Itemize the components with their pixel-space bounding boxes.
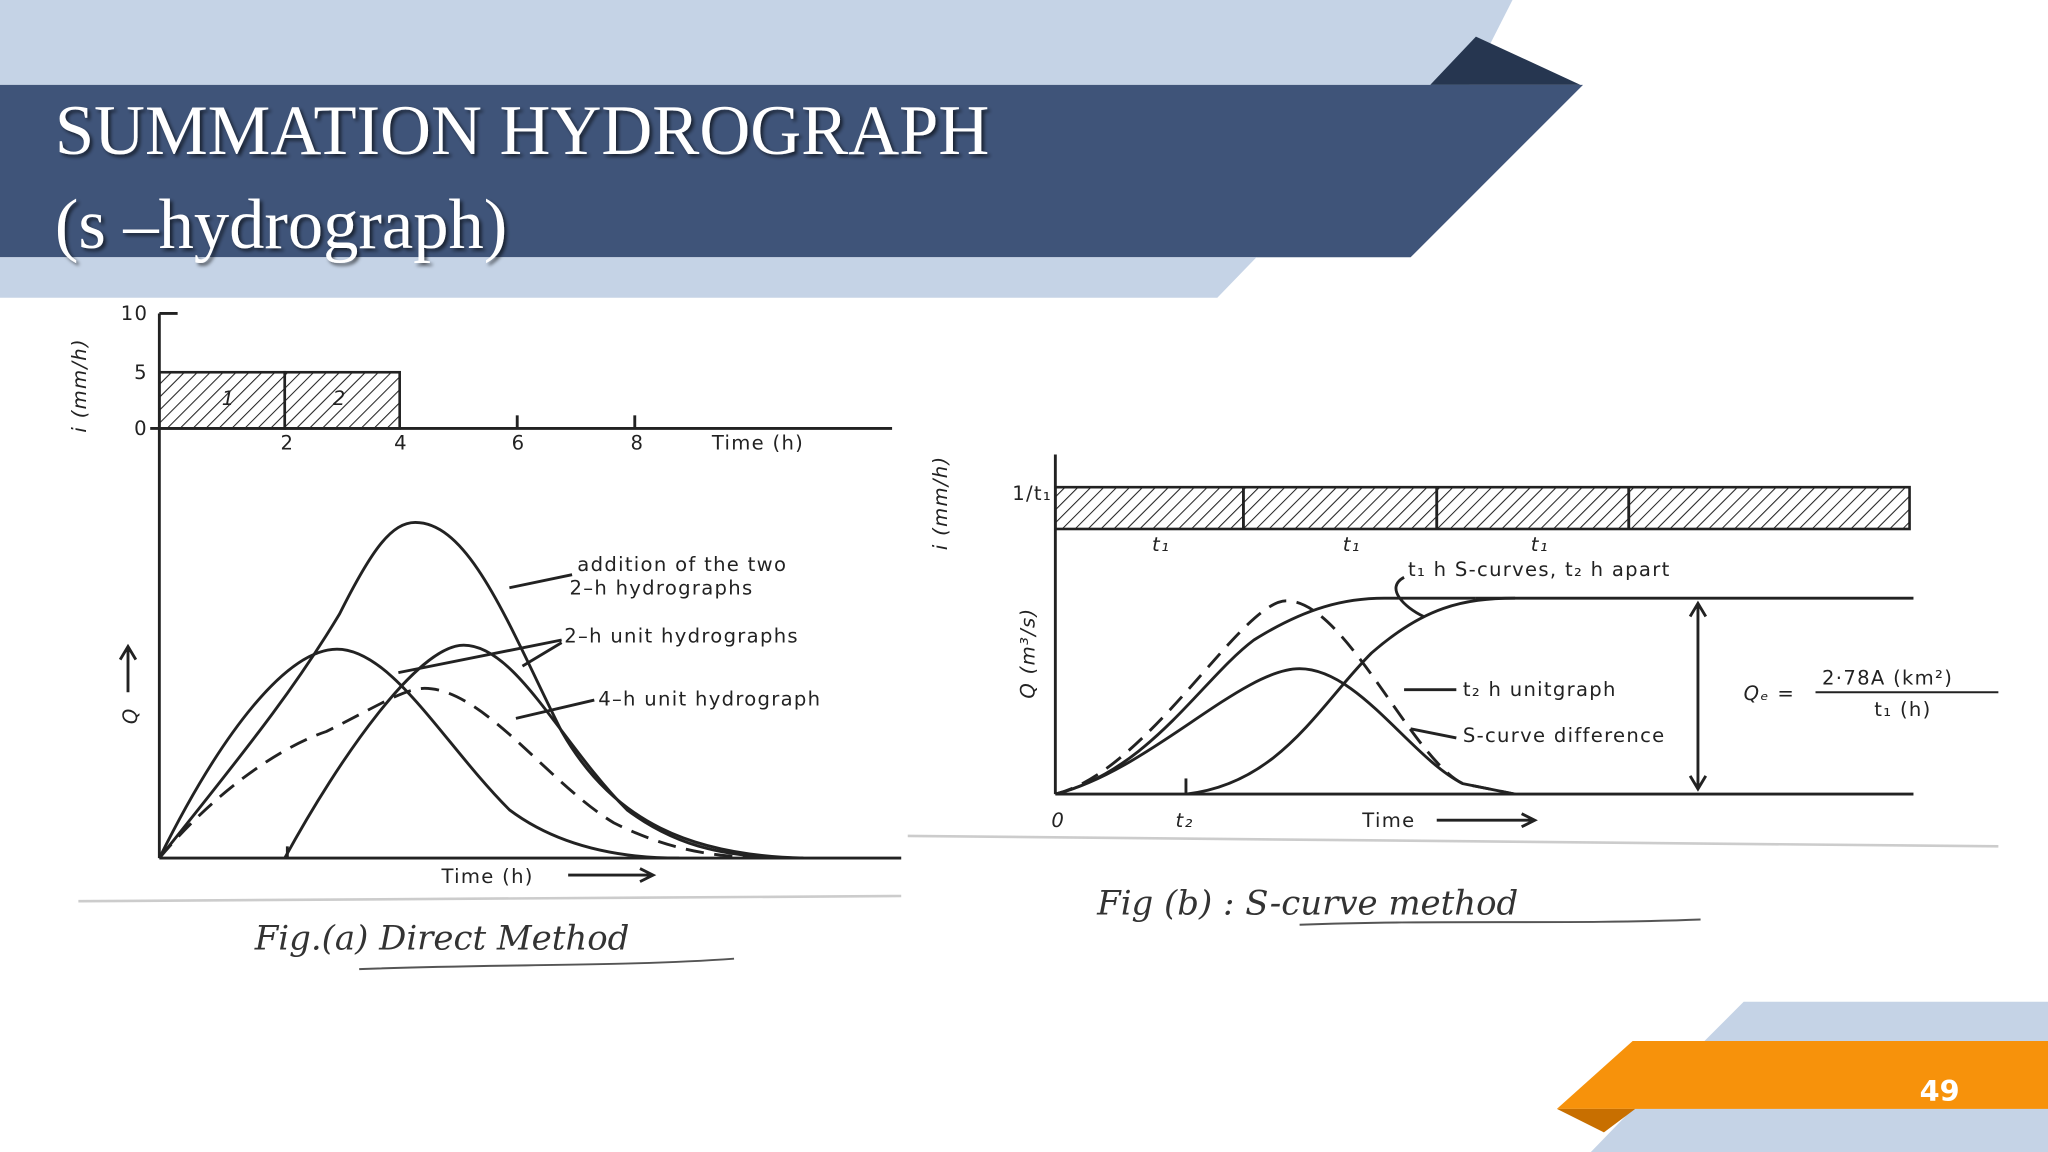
formula: 2·78A (km²): [1822, 666, 1953, 689]
tick-label: 2: [280, 431, 294, 454]
axis-label: Q: [119, 707, 142, 724]
curve: [283, 643, 804, 860]
curve: [158, 686, 784, 860]
axis-label: Time (h): [711, 431, 804, 454]
figure-b: 1/t₁ t₁ t₁ t₁ i (mm/h) Q (m³/s) t₁ h S-c…: [907, 454, 1999, 926]
arrow: [118, 643, 138, 693]
underline: [359, 957, 735, 971]
duration-label: t₁: [1152, 533, 1170, 556]
curve: [158, 647, 680, 860]
axis-label: Time: [1361, 809, 1415, 832]
tick-label: 8: [631, 431, 645, 454]
annotation: 2–h hydrographs: [569, 576, 753, 599]
tick-label: 1/t₁: [1012, 482, 1052, 505]
tick-label: t₂: [1176, 809, 1194, 832]
footer-accent: [1556, 1108, 1636, 1133]
scan-edge: [907, 834, 1999, 848]
formula: t₁ (h): [1874, 698, 1931, 721]
leader-line: [1394, 576, 1457, 740]
annotation: t₂ h unitgraph: [1463, 678, 1617, 701]
curve: [1054, 596, 1476, 796]
tick-label: 4: [394, 431, 408, 454]
page-number: 49: [1920, 1074, 1960, 1108]
leader-line: [398, 573, 595, 720]
formula: Qₑ =: [1744, 682, 1795, 705]
rain-block: [283, 370, 401, 430]
footer-band-orange: [1556, 1040, 2048, 1109]
block-label: 2: [333, 387, 347, 410]
header-accent: [1430, 36, 1581, 85]
caption: Fig (b) : S-curve method: [1096, 883, 1518, 923]
tick-label: 0: [134, 417, 148, 440]
tick-label: 6: [512, 431, 526, 454]
tick-label: 10: [121, 302, 149, 325]
annotation: t₁ h S-curves, t₂ h apart: [1408, 558, 1671, 581]
arrow: [568, 867, 657, 883]
tick-label: 0: [1051, 809, 1065, 832]
slide-subtitle: (s –hydrograph): [55, 186, 507, 264]
annotation: 4–h unit hydrograph: [598, 687, 821, 710]
axis-label: i (mm/h): [929, 456, 952, 551]
header-band-light: [0, 0, 1513, 85]
duration-label: t₁: [1531, 533, 1549, 556]
annotation: S-curve difference: [1463, 724, 1666, 747]
underline: [1299, 918, 1701, 926]
scan-edge: [78, 894, 902, 903]
arrow: [1436, 812, 1538, 829]
rain-block: [1054, 485, 1911, 531]
axis-label: i (mm/h): [68, 338, 91, 433]
slide-title: SUMMATION HYDROGRAPH: [55, 92, 989, 170]
caption: Fig.(a) Direct Method: [254, 919, 630, 959]
curve: [158, 521, 804, 860]
curve: [1054, 667, 1516, 796]
duration-label: t₁: [1343, 533, 1361, 556]
header-band-lower: [0, 257, 1257, 298]
header-band-dark: [0, 84, 1584, 258]
axis-label: Time (h): [440, 865, 533, 888]
tick-label: 5: [134, 361, 148, 384]
arrow: [1688, 600, 1708, 792]
annotation: addition of the two: [577, 553, 787, 576]
curve: [1054, 599, 1516, 796]
annotation: 2–h unit hydrographs: [564, 625, 799, 648]
figure-a: 10 5 0 1 2 2 4 6 8 Time (h) i (mm/h) Q T…: [68, 302, 902, 971]
block-label: 1: [222, 387, 236, 410]
axis-label: Q (m³/s): [1016, 608, 1039, 699]
